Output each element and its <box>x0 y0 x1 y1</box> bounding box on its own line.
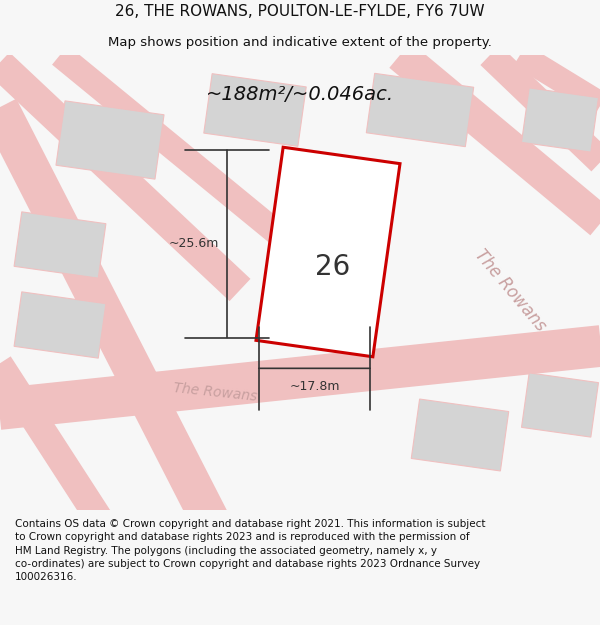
Polygon shape <box>367 73 473 147</box>
Text: Contains OS data © Crown copyright and database right 2021. This information is : Contains OS data © Crown copyright and d… <box>15 519 485 582</box>
Polygon shape <box>204 74 306 146</box>
Text: Map shows position and indicative extent of the property.: Map shows position and indicative extent… <box>108 36 492 49</box>
Text: The Rowans: The Rowans <box>172 381 257 403</box>
Text: 26: 26 <box>316 253 350 281</box>
Polygon shape <box>521 88 598 152</box>
Text: ~25.6m: ~25.6m <box>169 238 219 250</box>
Polygon shape <box>521 373 598 437</box>
Polygon shape <box>411 399 509 471</box>
Polygon shape <box>14 292 106 358</box>
Text: ~188m²/~0.046ac.: ~188m²/~0.046ac. <box>206 86 394 104</box>
Text: ~17.8m: ~17.8m <box>289 381 340 393</box>
Text: The Rowans: The Rowans <box>471 246 549 334</box>
Polygon shape <box>256 148 400 357</box>
Polygon shape <box>56 101 164 179</box>
Text: 26, THE ROWANS, POULTON-LE-FYLDE, FY6 7UW: 26, THE ROWANS, POULTON-LE-FYLDE, FY6 7U… <box>115 4 485 19</box>
Polygon shape <box>14 212 106 278</box>
